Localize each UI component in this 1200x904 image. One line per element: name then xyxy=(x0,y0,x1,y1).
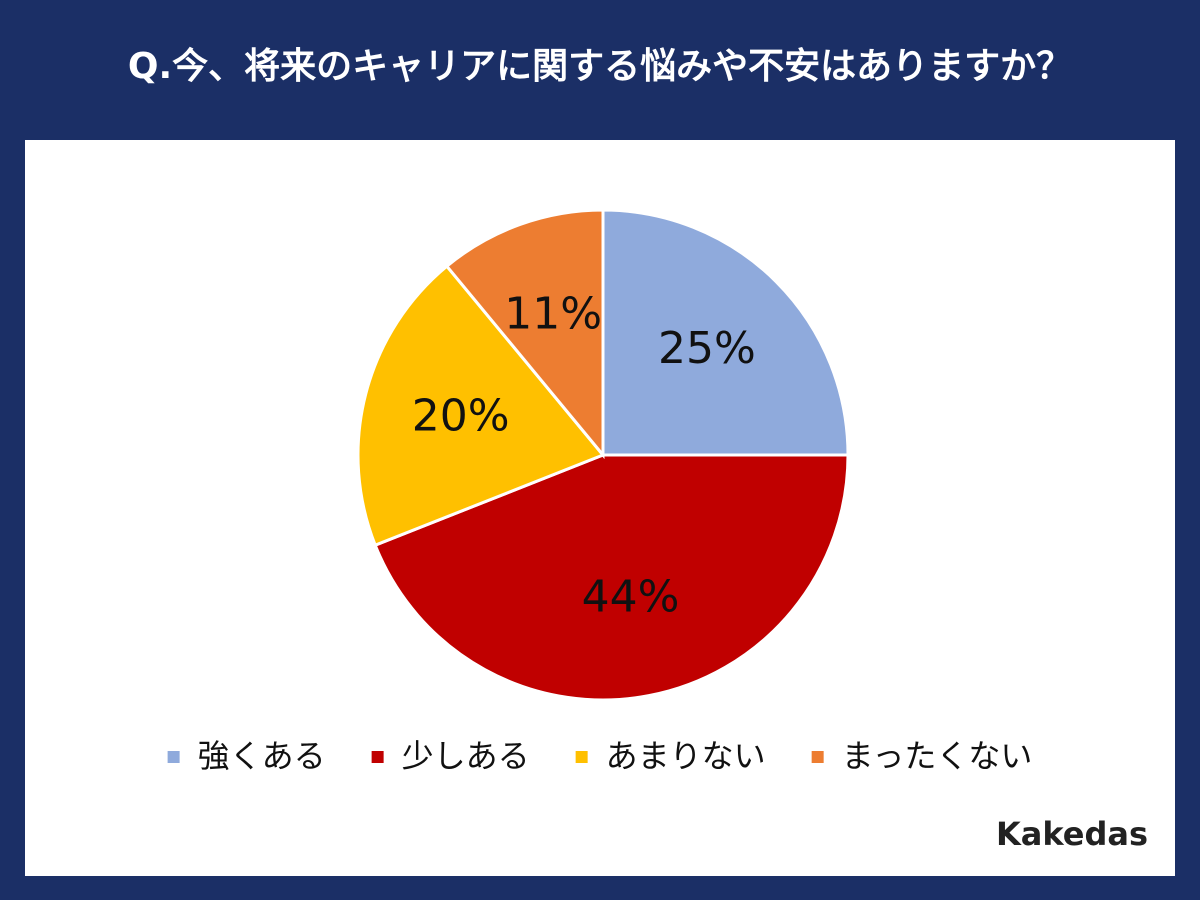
legend-marker xyxy=(575,751,588,763)
data-label: 20% xyxy=(412,390,510,441)
chart-title: Q.今、将来のキャリアに関する悩みや不安はありますか？ xyxy=(128,46,1072,87)
pie-slice xyxy=(373,453,850,702)
pie-slice xyxy=(601,208,850,457)
legend-marker xyxy=(371,751,384,763)
brand-logo: Kakedas xyxy=(996,815,1148,853)
data-label: 11% xyxy=(504,289,602,340)
pie-slice xyxy=(356,264,606,548)
pie-slice xyxy=(444,208,605,460)
legend-label: あまりない xyxy=(606,737,766,775)
legend-marker xyxy=(811,751,824,763)
legend-label: 少しある xyxy=(402,737,530,775)
legend-label: 強くある xyxy=(198,737,326,775)
legend-label: まったくない xyxy=(842,737,1033,775)
data-label: 44% xyxy=(582,571,680,622)
data-label: 25% xyxy=(658,323,756,374)
legend-marker xyxy=(167,751,180,763)
